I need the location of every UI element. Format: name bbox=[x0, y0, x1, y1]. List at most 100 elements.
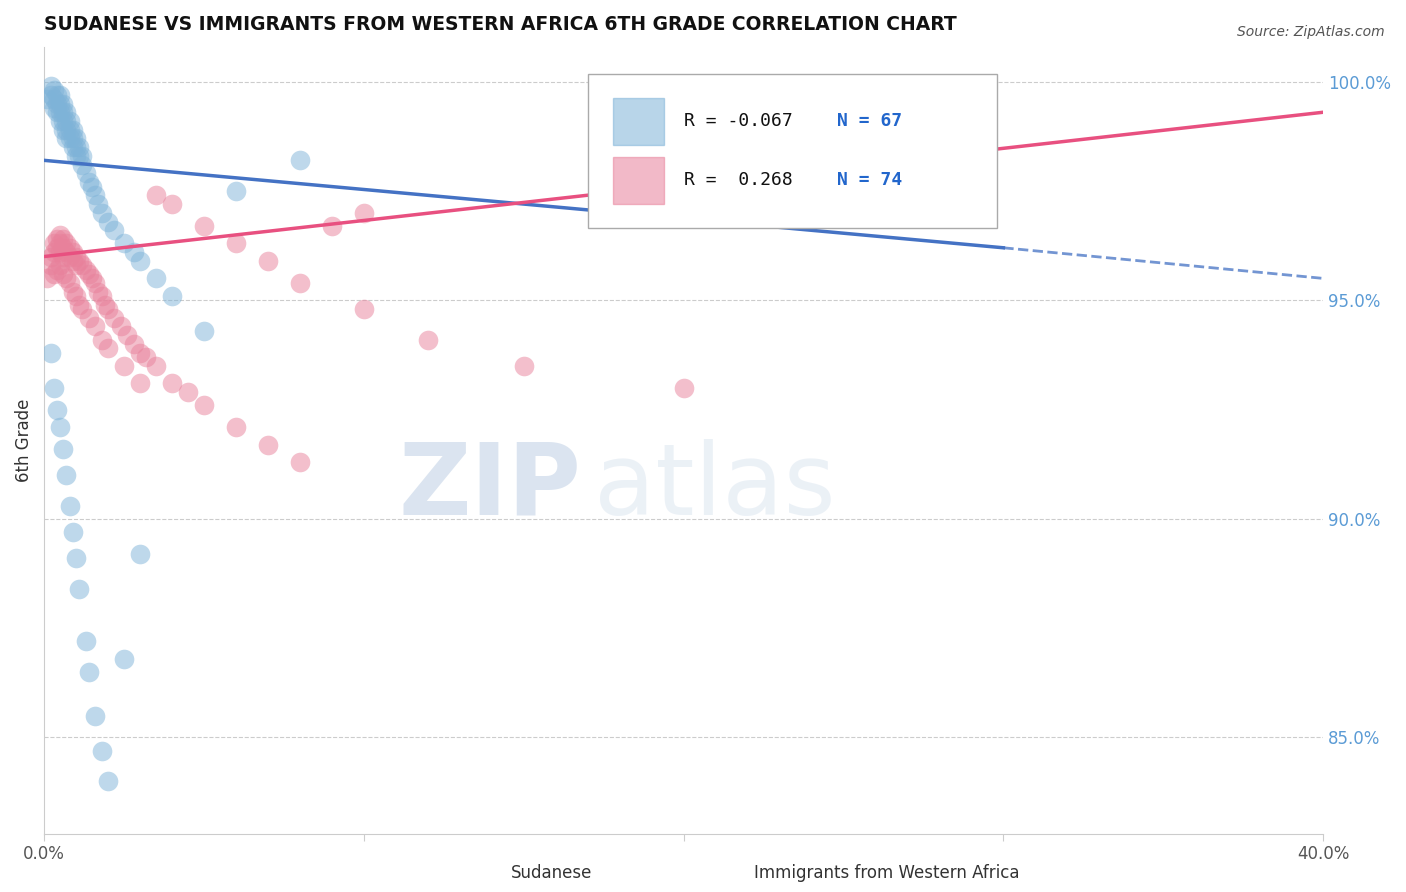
Point bbox=[55, 114, 77, 128]
Point bbox=[59, 250, 82, 264]
Point bbox=[59, 276, 82, 290]
Point bbox=[49, 245, 72, 260]
Point bbox=[45, 241, 67, 255]
Point bbox=[257, 253, 280, 268]
Point bbox=[45, 262, 67, 277]
Point bbox=[353, 206, 375, 220]
Point bbox=[72, 149, 94, 163]
Point bbox=[353, 301, 375, 316]
Point bbox=[72, 301, 94, 316]
Point bbox=[416, 333, 439, 347]
Text: Source: ZipAtlas.com: Source: ZipAtlas.com bbox=[1237, 25, 1385, 39]
Point bbox=[59, 131, 82, 145]
Point bbox=[62, 131, 84, 145]
Point bbox=[97, 214, 120, 228]
Point bbox=[59, 122, 82, 136]
Point bbox=[177, 385, 200, 400]
Text: ZIP: ZIP bbox=[398, 439, 581, 536]
Point bbox=[160, 376, 183, 391]
Point bbox=[62, 285, 84, 299]
Point bbox=[84, 319, 107, 334]
Point bbox=[97, 342, 120, 356]
Point bbox=[55, 468, 77, 483]
Point bbox=[193, 219, 215, 233]
Point bbox=[80, 271, 103, 285]
Point bbox=[103, 223, 125, 237]
Point bbox=[42, 83, 65, 97]
Point bbox=[39, 258, 62, 272]
Point bbox=[103, 310, 125, 325]
Point bbox=[39, 250, 62, 264]
Point bbox=[110, 319, 132, 334]
Point bbox=[67, 149, 90, 163]
Point bbox=[67, 253, 90, 268]
Point bbox=[288, 455, 311, 469]
Text: N = 74: N = 74 bbox=[837, 171, 903, 189]
Text: R = -0.067: R = -0.067 bbox=[683, 112, 793, 130]
Point bbox=[75, 634, 97, 648]
Point bbox=[84, 276, 107, 290]
Point bbox=[288, 153, 311, 168]
Point bbox=[67, 140, 90, 154]
Point bbox=[122, 337, 145, 351]
Point bbox=[52, 105, 75, 120]
Point bbox=[288, 276, 311, 290]
Point bbox=[321, 219, 343, 233]
Point bbox=[42, 245, 65, 260]
Point bbox=[257, 437, 280, 451]
Point bbox=[52, 442, 75, 456]
Point bbox=[39, 345, 62, 359]
Point bbox=[49, 227, 72, 242]
Point bbox=[49, 420, 72, 434]
Point bbox=[49, 114, 72, 128]
Point bbox=[45, 232, 67, 246]
Point bbox=[55, 245, 77, 260]
Point bbox=[87, 197, 110, 211]
Point bbox=[62, 122, 84, 136]
Point bbox=[87, 285, 110, 299]
Point bbox=[55, 236, 77, 251]
Point bbox=[94, 298, 117, 312]
Point bbox=[52, 232, 75, 246]
Text: R =  0.268: R = 0.268 bbox=[683, 171, 793, 189]
Point bbox=[65, 258, 87, 272]
Point bbox=[65, 250, 87, 264]
Bar bbox=[467, 861, 498, 885]
Point bbox=[225, 184, 247, 198]
Bar bbox=[613, 157, 665, 204]
Point bbox=[97, 301, 120, 316]
Point bbox=[112, 652, 135, 666]
Point bbox=[37, 92, 59, 106]
Point bbox=[513, 359, 536, 373]
Point bbox=[193, 398, 215, 412]
Point bbox=[67, 298, 90, 312]
Point bbox=[45, 402, 67, 417]
Y-axis label: 6th Grade: 6th Grade bbox=[15, 399, 32, 482]
Point bbox=[62, 140, 84, 154]
Point bbox=[800, 87, 823, 102]
Point bbox=[45, 96, 67, 111]
Point bbox=[62, 524, 84, 539]
Point bbox=[112, 359, 135, 373]
Point bbox=[42, 92, 65, 106]
Point bbox=[135, 350, 157, 364]
Point bbox=[65, 551, 87, 566]
Point bbox=[97, 774, 120, 789]
Text: atlas: atlas bbox=[595, 439, 835, 536]
Point bbox=[84, 708, 107, 723]
Point bbox=[49, 258, 72, 272]
Point bbox=[145, 271, 167, 285]
Bar bbox=[613, 98, 665, 145]
Point bbox=[62, 253, 84, 268]
Text: Sudanese: Sudanese bbox=[510, 864, 592, 882]
Point bbox=[72, 158, 94, 172]
Point bbox=[129, 253, 152, 268]
Point bbox=[960, 83, 983, 97]
Point bbox=[129, 345, 152, 359]
Point bbox=[72, 258, 94, 272]
Point bbox=[90, 206, 112, 220]
Point bbox=[42, 101, 65, 115]
Point bbox=[129, 376, 152, 391]
Point bbox=[75, 262, 97, 277]
Point bbox=[84, 188, 107, 202]
